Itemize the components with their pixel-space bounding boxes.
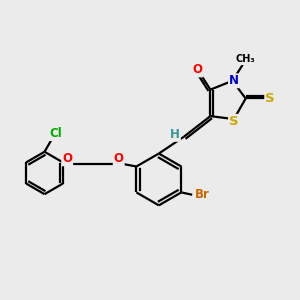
Text: H: H: [170, 128, 180, 141]
Text: O: O: [193, 63, 203, 76]
Text: O: O: [114, 152, 124, 165]
Text: N: N: [229, 74, 239, 87]
Text: O: O: [62, 152, 72, 165]
Text: S: S: [265, 92, 275, 105]
Text: CH₃: CH₃: [236, 54, 256, 64]
Text: Cl: Cl: [49, 127, 62, 140]
Text: Br: Br: [195, 188, 210, 201]
Text: S: S: [229, 115, 239, 128]
